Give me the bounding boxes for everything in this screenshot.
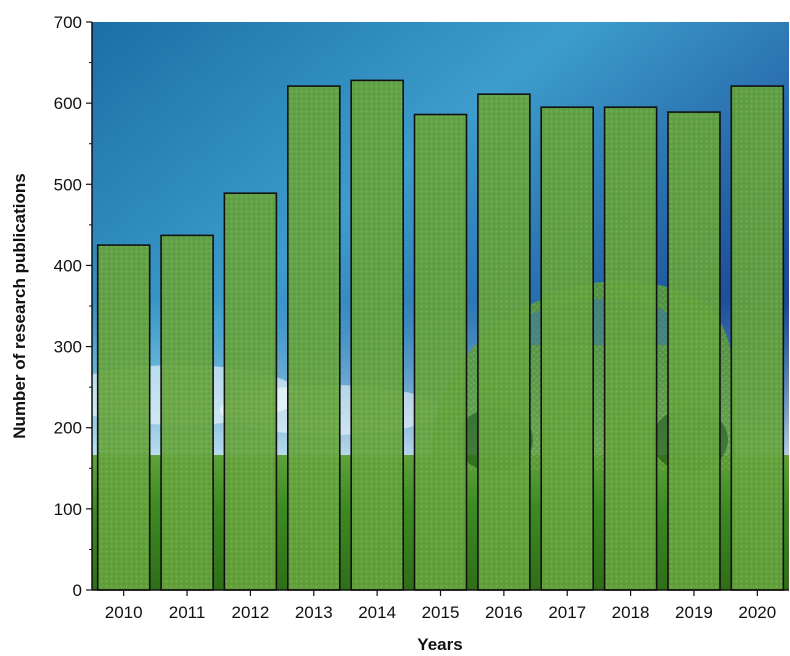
x-axis-title: Years [417,635,462,654]
y-axis-title: Number of research publications [10,173,29,438]
x-tick-label: 2013 [295,603,333,622]
y-tick-label: 200 [54,419,82,438]
y-tick-label: 500 [54,175,82,194]
x-tick-label: 2018 [612,603,650,622]
bar-2020 [730,85,785,591]
bar-2018 [603,106,658,591]
bar-2013 [286,85,341,591]
bar-2015 [413,113,468,591]
bar-2017 [540,106,595,591]
bar-2011 [160,234,214,591]
y-tick-label: 700 [54,13,82,32]
x-tick-label: 2019 [675,603,713,622]
y-tick-label: 600 [54,94,82,113]
x-tick-label: 2014 [358,603,396,622]
y-tick-label: 400 [54,256,82,275]
x-tick-label: 2015 [422,603,460,622]
y-tick-label: 100 [54,500,82,519]
y-tick-label: 0 [73,581,82,600]
bar-series [96,79,785,591]
x-axis-ticks: 2010 2011 2012 2013 2014 2015 2016 2017 2018 2019… [105,590,776,622]
x-tick-label: 2020 [738,603,776,622]
bar-2016 [477,93,531,591]
x-tick-label: 2010 [105,603,143,622]
y-tick-label: 300 [54,338,82,357]
bar-2014 [350,79,405,591]
y-axis-ticks: 0 100 200 300 400 500 600 700 [54,13,92,600]
bar-2019 [667,111,721,591]
bar-2010 [96,244,151,591]
x-tick-label: 2016 [485,603,523,622]
bar-2012 [223,192,278,591]
x-tick-label: 2011 [169,603,206,622]
x-tick-label: 2017 [548,603,586,622]
x-tick-label: 2012 [231,603,269,622]
